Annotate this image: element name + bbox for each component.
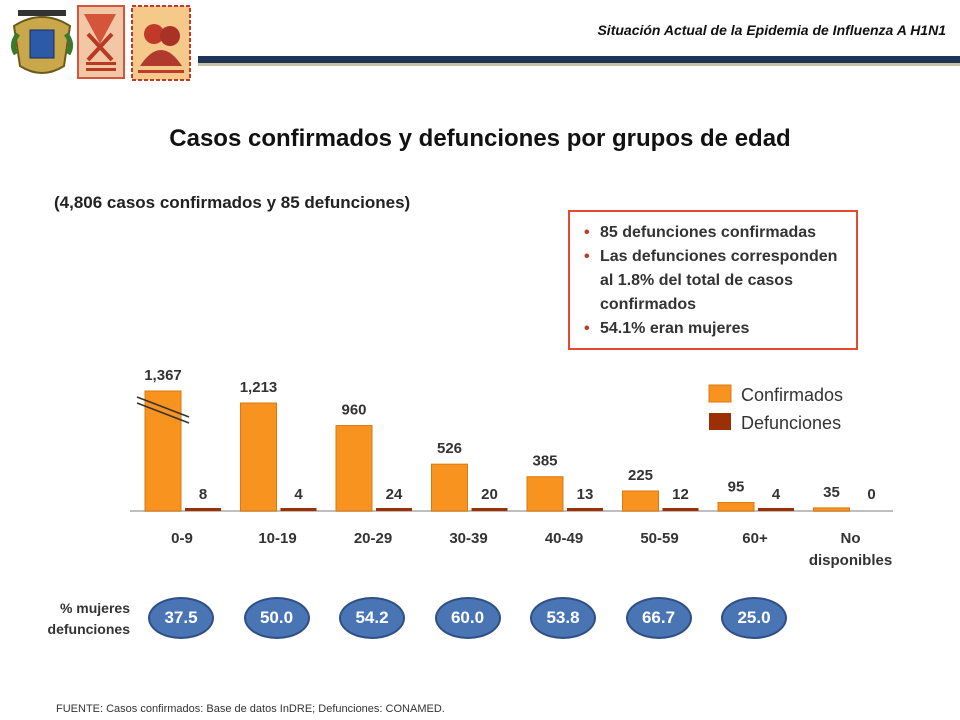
pct-mujeres-oval: 53.8 (530, 597, 596, 639)
data-label-defunciones: 4 (294, 486, 303, 503)
bar-confirmados (717, 502, 755, 512)
data-label-confirmados: 960 (341, 402, 366, 419)
data-label-confirmados: 526 (437, 440, 462, 457)
pct-mujeres-label: % mujeres defunciones (47, 600, 130, 637)
data-label-confirmados: 385 (532, 453, 557, 470)
x-tick-label: 20-29 (354, 530, 392, 547)
bar-defunciones (758, 508, 794, 511)
axis-break-mark (136, 396, 190, 418)
medicine-faculty-logo (77, 5, 125, 79)
note-item: Las defunciones corresponden al 1.8% del… (584, 245, 846, 317)
bar-defunciones (280, 508, 317, 511)
data-label-confirmados: 95 (728, 479, 745, 496)
bar-defunciones (567, 508, 603, 511)
bar-confirmados (144, 390, 182, 512)
note-item: 54.1% eran mujeres (584, 317, 846, 341)
header-logos (10, 5, 191, 81)
legend-swatch-confirmados (708, 384, 732, 403)
data-label-defunciones: 4 (772, 486, 781, 503)
header-divider (198, 56, 960, 63)
bar-confirmados (335, 425, 373, 512)
notes-box: 85 defunciones confirmadas Las defuncion… (568, 210, 858, 350)
chart-subtitle: (4,806 casos confirmados y 85 defuncione… (54, 193, 411, 212)
pct-mujeres-oval: 25.0 (721, 597, 787, 639)
data-label-confirmados: 1,367 (144, 367, 182, 384)
pct-mujeres-oval: 60.0 (434, 597, 501, 639)
pct-mujeres-oval: 66.7 (625, 597, 692, 639)
data-label-defunciones: 13 (577, 486, 594, 503)
data-label-defunciones: 8 (199, 486, 207, 503)
note-item: 85 defunciones confirmadas (584, 221, 846, 245)
x-tick-label: 40-49 (545, 530, 583, 547)
data-label-defunciones: 20 (481, 486, 498, 503)
header-divider-accent (198, 63, 960, 66)
data-label-defunciones: 0 (867, 486, 875, 503)
family-medicine-logo (131, 5, 191, 81)
x-tick-label: 30-39 (449, 530, 487, 547)
bar-confirmados (622, 490, 659, 512)
x-tick-label: 10-19 (258, 530, 296, 547)
legend-label-defunciones: Defunciones (741, 413, 841, 433)
bar-confirmados (431, 463, 468, 512)
legend-swatch-defunciones (709, 413, 731, 430)
pct-mujeres-oval: 50.0 (243, 597, 310, 639)
bar-defunciones (662, 508, 699, 511)
bar-confirmados (813, 507, 850, 512)
x-tick-label: 0-9 (171, 530, 193, 547)
bar-defunciones (376, 508, 412, 511)
pct-mujeres-oval: 54.2 (339, 597, 405, 639)
data-label-defunciones: 24 (386, 486, 403, 503)
pct-mujeres-oval: 37.5 (148, 597, 214, 639)
source-note: FUENTE: Casos confirmados: Base de datos… (56, 703, 445, 715)
data-label-confirmados: 225 (628, 467, 653, 484)
header-title: Situación Actual de la Epidemia de Influ… (597, 22, 946, 38)
legend-label-confirmados: Confirmados (741, 385, 843, 405)
x-tick-label: No (841, 530, 861, 547)
x-tick-label: disponibles (809, 552, 892, 569)
bar-confirmados (240, 402, 277, 512)
bar-defunciones (185, 508, 221, 511)
data-label-confirmados: 1,213 (240, 379, 278, 396)
data-label-confirmados: 35 (823, 484, 840, 501)
university-seal-logo (10, 10, 74, 74)
x-tick-label: 60+ (742, 530, 768, 547)
x-tick-label: 50-59 (640, 530, 678, 547)
bar-confirmados (526, 476, 564, 512)
data-label-defunciones: 12 (672, 486, 689, 503)
bar-defunciones (471, 508, 508, 511)
axis-break-mark (136, 402, 190, 424)
page-title: Casos confirmados y defunciones por grup… (169, 125, 791, 152)
